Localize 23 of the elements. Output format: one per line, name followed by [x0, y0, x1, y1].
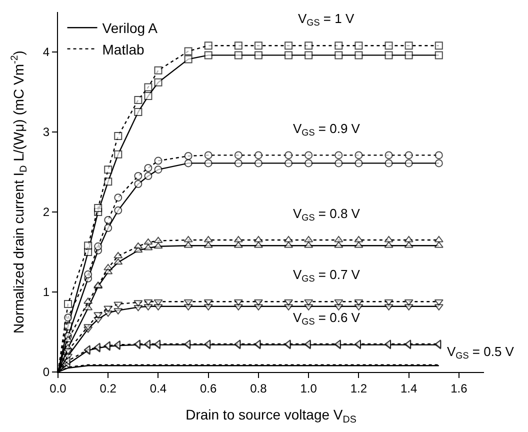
- annotation: V$_{GS}$ = 0.7 V: [293, 267, 360, 284]
- x-tick-label: 0.4: [150, 381, 167, 396]
- y-tick-label: 1: [42, 285, 50, 300]
- annotation: V$_{GS}$ = 0.9 V: [293, 121, 360, 138]
- annotation: V$_{GS}$ = 1 V: [298, 11, 354, 28]
- y-tick-label: 0: [42, 365, 50, 380]
- x-tick-label: 1.0: [300, 381, 318, 396]
- annotation: V$_{GS}$ = 0.5 V: [447, 344, 514, 361]
- annotation: V$_{GS}$ = 0.6 V: [293, 310, 360, 327]
- x-axis-title: Drain to source voltage V$_{DS}$: [186, 406, 357, 426]
- x-tick-label: 1.4: [400, 381, 418, 396]
- x-tick-label: 0.0: [50, 381, 67, 396]
- legend-label: Verilog A: [102, 20, 158, 36]
- x-tick-label: 1.2: [350, 381, 368, 396]
- y-tick-label: 3: [42, 125, 50, 140]
- y-tick-label: 4: [42, 45, 50, 60]
- x-tick-label: 0.8: [250, 381, 268, 396]
- x-tick-label: 0.6: [200, 381, 218, 396]
- annotation: V$_{GS}$ = 0.8 V: [293, 206, 360, 223]
- y-tick-label: 2: [42, 205, 50, 220]
- x-tick-label: 1.6: [450, 381, 468, 396]
- legend-label: Matlab: [102, 41, 144, 58]
- x-tick-label: 0.2: [100, 381, 117, 396]
